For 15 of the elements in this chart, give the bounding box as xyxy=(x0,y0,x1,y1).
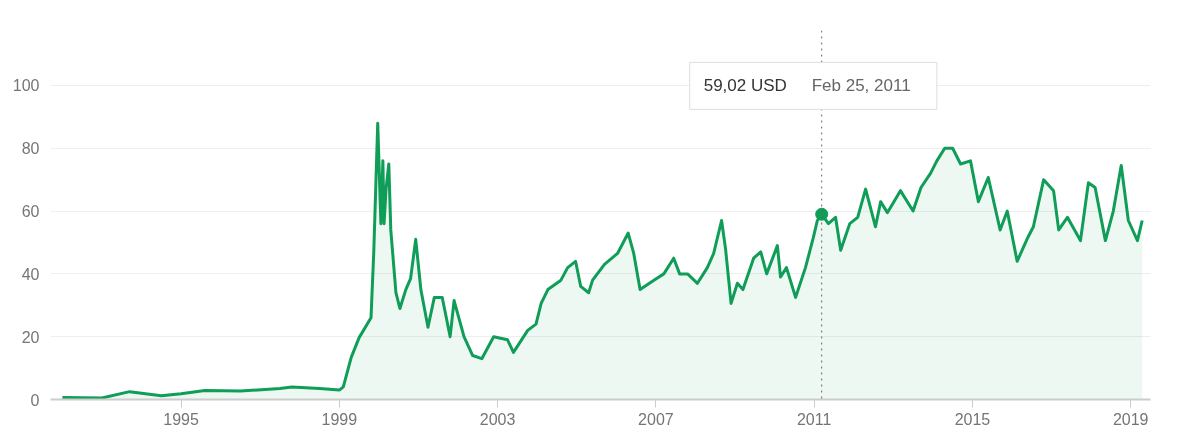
y-tick-label: 40 xyxy=(21,265,40,283)
y-tick-label: 0 xyxy=(30,391,40,409)
x-tick-label: 1995 xyxy=(163,410,199,428)
x-tick-label: 1999 xyxy=(321,410,358,428)
y-tick-label: 80 xyxy=(21,140,40,158)
y-tick-label: 60 xyxy=(21,203,40,221)
y-tick-label: 100 xyxy=(12,77,40,95)
annotation: 59,02 USD xyxy=(703,76,787,96)
x-tick-label: 2007 xyxy=(638,410,674,428)
x-tick-label: 2015 xyxy=(954,410,991,428)
y-tick-label: 20 xyxy=(21,328,40,346)
annotation: Feb 25, 2011 xyxy=(811,76,911,96)
x-tick-label: 2011 xyxy=(796,410,832,428)
x-tick-label: 2019 xyxy=(1112,410,1149,428)
x-tick-label: 2003 xyxy=(479,410,516,428)
